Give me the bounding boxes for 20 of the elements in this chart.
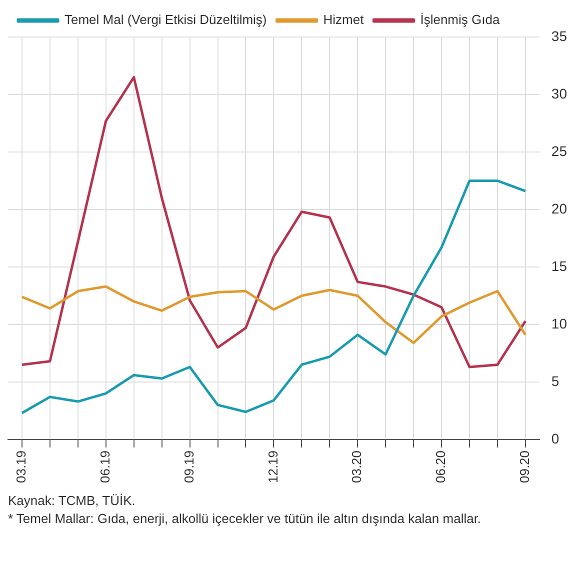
y-tick-label: 30 xyxy=(551,85,568,102)
y-tick-label: 20 xyxy=(551,200,568,216)
y-tick-label: 35 xyxy=(551,28,568,44)
y-tick-label: 0 xyxy=(551,430,560,446)
x-tick-label: 12.19 xyxy=(265,450,280,484)
legend-label: İşlenmiş Gıda xyxy=(420,12,500,28)
x-tick-label: 09.19 xyxy=(181,450,196,484)
y-tick-label: 5 xyxy=(551,372,560,389)
y-tick-label: 15 xyxy=(551,258,568,274)
y-tick-label: 10 xyxy=(551,315,568,332)
text: Kaynak: TCMB, TÜİK. xyxy=(8,492,136,510)
text: * Temel Mallar: Gıda, enerji, alkollü içecekler ve tütün ile altın dışında kalan mallar. xyxy=(8,510,482,528)
x-tick-label: 06.20 xyxy=(433,450,448,484)
y-tick-label: 25 xyxy=(551,142,568,159)
x-tick-label: 09.20 xyxy=(517,450,532,484)
x-tick-label: 03.20 xyxy=(349,450,364,484)
legend-label: Hizmet xyxy=(323,12,364,28)
x-tick-label: 06.19 xyxy=(97,450,112,484)
x-tick-label: 03.19 xyxy=(14,450,29,484)
legend-label: Temel Mal (Vergi Etkisi Düzeltilmiş) xyxy=(64,12,267,28)
